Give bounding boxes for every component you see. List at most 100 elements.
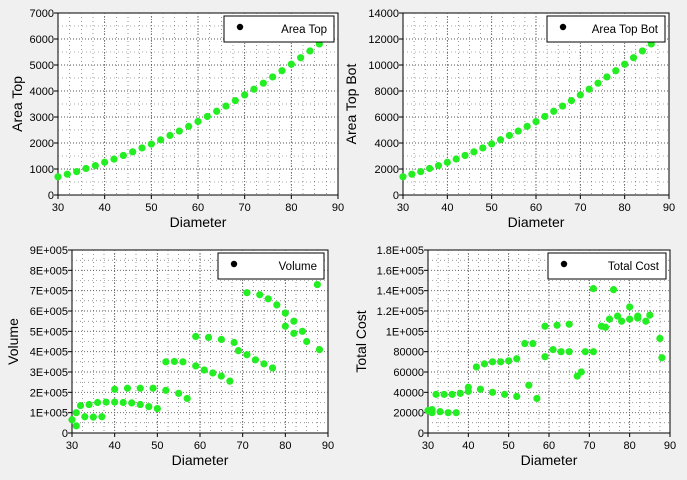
data-point: [243, 289, 251, 297]
data-point: [290, 317, 298, 325]
data-point: [529, 339, 537, 348]
x-tick-label: 90: [663, 202, 675, 214]
legend-box: [546, 15, 666, 43]
y-tick-label: 3000: [30, 112, 54, 124]
x-tick-label: 70: [583, 440, 595, 452]
data-point: [626, 303, 634, 311]
y-tick-label: 0: [418, 428, 424, 440]
x-tick-label: 80: [279, 440, 291, 452]
legend-marker: [230, 260, 238, 268]
data-point: [281, 309, 289, 317]
data-point: [222, 102, 230, 110]
x-tick-label: 30: [422, 440, 434, 452]
data-point: [89, 413, 97, 421]
data-point: [501, 390, 509, 398]
data-point: [513, 392, 521, 400]
data-point: [642, 317, 650, 325]
x-tick-label: 60: [530, 202, 542, 214]
data-point: [605, 315, 614, 323]
data-point: [166, 131, 174, 140]
y-tick-label: 1E+005: [30, 408, 68, 420]
y-tick-label: 6000: [375, 112, 399, 124]
legend-label: Volume: [279, 261, 317, 273]
data-point: [269, 73, 277, 81]
x-tick-label: 40: [99, 202, 111, 214]
data-point: [91, 162, 99, 170]
y-tick-label: 2000: [375, 164, 399, 176]
data-point: [603, 73, 611, 81]
y-axis-label: Area Top Bot: [343, 64, 359, 145]
data-points: [54, 40, 323, 181]
x-axis-label: Diameter: [170, 214, 227, 230]
data-point: [638, 47, 647, 55]
y-tick-label: 2E+005: [30, 387, 68, 399]
data-point: [497, 358, 505, 366]
data-point: [153, 405, 161, 413]
x-tick-label: 70: [239, 202, 251, 214]
x-tick-label: 30: [52, 202, 64, 214]
data-point: [162, 386, 170, 394]
data-points: [68, 280, 324, 430]
x-tick-label: 80: [619, 202, 631, 214]
data-point: [136, 384, 144, 392]
data-point: [533, 394, 541, 403]
data-point: [147, 140, 155, 148]
legend-label: Area Top Bot: [592, 24, 659, 36]
data-point: [175, 127, 183, 135]
data-point: [440, 390, 448, 398]
data-point: [234, 347, 242, 355]
data-point: [581, 348, 589, 356]
y-tick-label: 3E+005: [30, 367, 68, 379]
data-point: [488, 388, 497, 396]
data-point: [523, 122, 531, 130]
data-point: [434, 162, 443, 170]
data-point: [565, 348, 573, 356]
data-point: [609, 286, 618, 294]
x-axis-label: Diameter: [172, 452, 229, 468]
y-axis-label: Total Cost: [353, 310, 369, 372]
chart-3: 30 40 50 60 70 80 90 0 1E+005 2E+005 3E+005 4E+005 5…: [5, 245, 334, 468]
data-point: [281, 322, 289, 330]
data-point: [557, 348, 565, 356]
data-point: [488, 140, 496, 148]
y-tick-label: 4000: [375, 138, 399, 150]
data-point: [204, 333, 213, 342]
data-point: [565, 320, 573, 328]
data-point: [194, 117, 202, 126]
y-axis-label: Volume: [5, 318, 21, 365]
legend-marker: [236, 23, 244, 31]
data-point: [72, 409, 80, 417]
data-point: [129, 148, 137, 156]
data-point: [183, 394, 191, 403]
x-tick-label: 60: [543, 440, 555, 452]
data-point: [85, 400, 93, 409]
chart-1: 30 40 50 60 70 80 90 0 1000 2000 3000 4000 5000 6000 7…: [9, 8, 344, 230]
legend: Area Top: [223, 15, 335, 43]
data-point: [162, 358, 170, 366]
x-tick-label: 80: [624, 440, 636, 452]
data-point: [226, 377, 234, 385]
legend-box: [217, 252, 325, 280]
data-point: [426, 164, 434, 173]
data-point: [646, 311, 654, 319]
data-point: [448, 390, 456, 398]
data-point: [157, 136, 165, 144]
data-point: [443, 158, 451, 166]
y-tick-label: 8E+005: [30, 265, 68, 277]
data-point: [567, 97, 576, 105]
y-tick-label: 40000: [393, 387, 424, 399]
y-tick-label: 10000: [368, 60, 399, 72]
data-point: [417, 168, 425, 176]
data-point: [250, 85, 258, 93]
data-point: [585, 85, 593, 93]
data-point: [480, 360, 489, 368]
data-point: [626, 315, 634, 323]
y-tick-label: 5000: [30, 60, 54, 72]
data-point: [452, 155, 460, 163]
data-point: [231, 97, 239, 105]
chart-4: 30 40 50 60 70 80 90 0 20000 40000 60000 80000 1E+00…: [353, 245, 676, 468]
legend: Total Cost: [547, 252, 667, 280]
data-point: [303, 337, 311, 346]
y-tick-label: 8000: [375, 86, 399, 98]
y-tick-label: 20000: [393, 408, 424, 420]
